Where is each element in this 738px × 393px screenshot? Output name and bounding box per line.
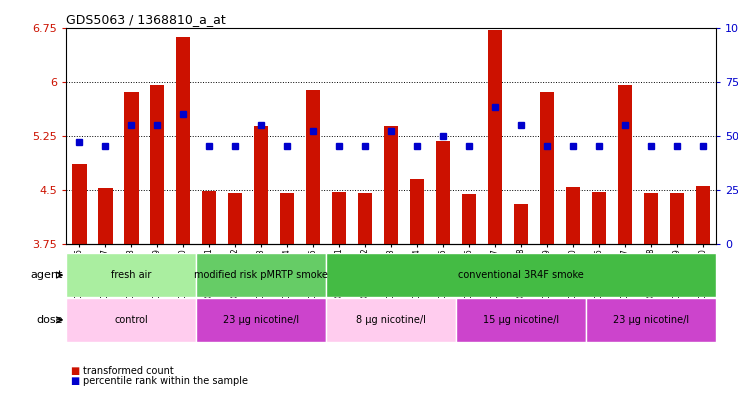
Bar xyxy=(358,193,372,244)
Bar xyxy=(228,193,242,244)
Bar xyxy=(176,37,190,244)
Text: transformed count: transformed count xyxy=(83,366,174,376)
Bar xyxy=(586,298,716,342)
Bar xyxy=(326,253,716,297)
Bar xyxy=(456,298,586,342)
Bar xyxy=(696,186,710,244)
Text: modified risk pMRTP smoke: modified risk pMRTP smoke xyxy=(194,270,328,280)
Text: agent: agent xyxy=(30,270,63,280)
Bar xyxy=(514,204,528,244)
Bar xyxy=(670,193,684,244)
Text: 23 µg nicotine/l: 23 µg nicotine/l xyxy=(613,315,689,325)
Text: ■: ■ xyxy=(70,376,80,386)
Text: ■: ■ xyxy=(70,366,80,376)
Bar xyxy=(462,194,476,244)
Bar xyxy=(66,298,196,342)
Bar xyxy=(151,85,165,244)
Text: 23 µg nicotine/l: 23 µg nicotine/l xyxy=(223,315,300,325)
Text: fresh air: fresh air xyxy=(111,270,151,280)
Bar xyxy=(280,193,294,244)
Bar xyxy=(124,92,139,244)
Bar xyxy=(202,191,216,244)
Bar xyxy=(488,29,502,244)
Bar xyxy=(410,179,424,244)
Bar xyxy=(436,141,450,244)
Bar xyxy=(566,187,580,244)
Text: dose: dose xyxy=(36,315,63,325)
Bar xyxy=(196,298,326,342)
Bar xyxy=(66,253,196,297)
Bar xyxy=(332,192,346,244)
Bar xyxy=(254,126,269,244)
Text: control: control xyxy=(114,315,148,325)
Bar xyxy=(72,164,86,244)
Bar xyxy=(592,192,606,244)
Text: conventional 3R4F smoke: conventional 3R4F smoke xyxy=(458,270,584,280)
Bar xyxy=(540,92,554,244)
Text: 8 µg nicotine/l: 8 µg nicotine/l xyxy=(356,315,426,325)
Text: 15 µg nicotine/l: 15 µg nicotine/l xyxy=(483,315,559,325)
Text: percentile rank within the sample: percentile rank within the sample xyxy=(83,376,249,386)
Bar xyxy=(326,298,456,342)
Text: GDS5063 / 1368810_a_at: GDS5063 / 1368810_a_at xyxy=(66,13,226,26)
Bar xyxy=(196,253,326,297)
Bar xyxy=(384,126,399,244)
Bar xyxy=(644,193,658,244)
Bar xyxy=(618,85,632,244)
Bar xyxy=(306,90,320,244)
Bar xyxy=(98,188,112,244)
